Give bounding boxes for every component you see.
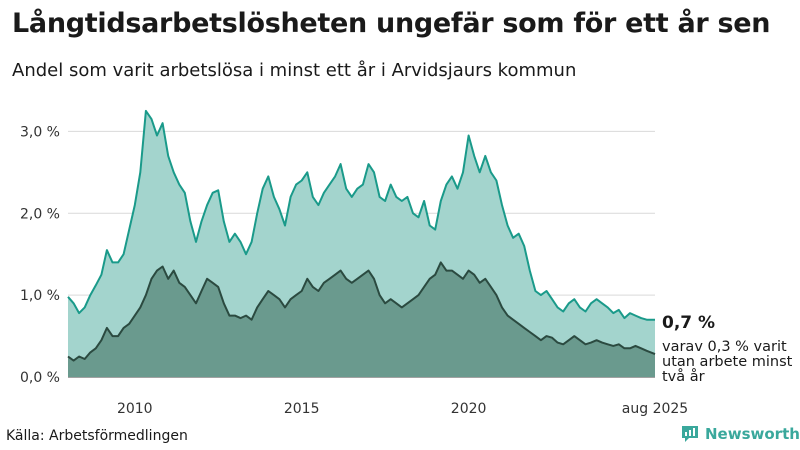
bar-chart-icon	[682, 426, 698, 442]
chart-subtitle: Andel som varit arbetslösa i minst ett å…	[12, 60, 577, 81]
newsworthy-logo[interactable]: Newsworthy	[680, 424, 800, 444]
y-tick-label: 2,0 %	[20, 206, 60, 222]
chart-title: Långtidsarbetslösheten ungefär som för e…	[12, 8, 771, 39]
x-tick-label: aug 2025	[622, 401, 688, 417]
x-tick-label: 2020	[451, 401, 487, 417]
y-axis-labels: 0,0 % 1,0 % 2,0 % 3,0 %	[20, 124, 60, 386]
x-tick-label: 2010	[117, 401, 153, 417]
y-tick-label: 0,0 %	[20, 370, 60, 386]
series-areas	[67, 109, 656, 378]
end-value-note: varav 0,3 % varit utan arbete minst två …	[662, 339, 793, 385]
y-tick-label: 1,0 %	[20, 288, 60, 304]
total-series-line	[67, 109, 655, 321]
source-note: Källa: Arbetsförmedlingen	[6, 428, 188, 444]
logo-text: Newsworthy	[705, 425, 800, 443]
y-tick-label: 3,0 %	[20, 124, 60, 140]
longterm-series-line	[67, 261, 656, 362]
x-axis-labels: 2010 2015 2020 aug 2025	[117, 401, 688, 417]
end-value-label: 0,7 %	[662, 313, 716, 333]
longterm-series-area	[68, 262, 655, 377]
x-tick-label: 2015	[284, 401, 320, 417]
